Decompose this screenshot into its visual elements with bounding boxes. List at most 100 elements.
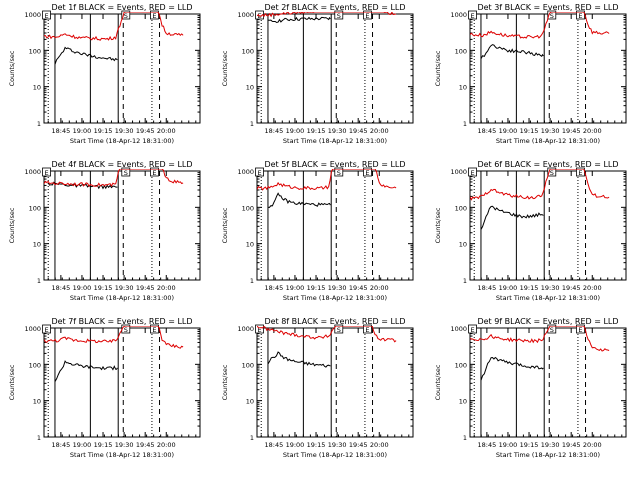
y-tick-label: 1000 (24, 11, 41, 19)
y-tick-label: 100 (455, 361, 467, 369)
x-tick-label: 19:45 (562, 441, 581, 449)
plot-frame (43, 327, 201, 438)
series-line-events (480, 44, 544, 59)
y-axis-label: Counts/sec (8, 50, 16, 86)
series-line-events (267, 192, 331, 209)
chart-panel-4: Det 4f BLACK = Events, RED = LLD 1 10 100 10… (8, 160, 201, 302)
flag-box (547, 167, 557, 177)
x-tick-label: 19:45 (562, 284, 581, 292)
flag-label: S (337, 12, 341, 20)
flag-box (121, 167, 131, 177)
chart-title: Det 7f BLACK = Events, RED = LLD (51, 317, 192, 326)
flag-label: E (470, 169, 474, 177)
y-tick-label: 100 (242, 361, 254, 369)
x-tick-label: 19:15 (307, 127, 326, 135)
flag-label: S (550, 326, 554, 334)
chart-title: Det 9f BLACK = Events, RED = LLD (477, 317, 618, 326)
plot-frame (43, 170, 201, 281)
x-tick-label: 20:00 (157, 441, 176, 449)
y-tick-label: 1000 (24, 325, 41, 333)
flag-label: E (44, 326, 48, 334)
flag-box (468, 10, 477, 20)
flag-label: E (365, 169, 369, 177)
x-tick-label: 18:45 (51, 284, 70, 292)
x-tick-label: 19:30 (541, 284, 560, 292)
x-tick-label: 19:45 (136, 284, 155, 292)
x-axis-label: Start Time (18-Apr-12 18:31:00) (283, 294, 387, 302)
x-tick-label: 18:45 (264, 127, 283, 135)
y-tick-label: 10 (459, 398, 467, 406)
x-axis-label: Start Time (18-Apr-12 18:31:00) (70, 451, 174, 459)
series-line-events (54, 46, 118, 65)
flag-box (468, 167, 477, 177)
flag-box (334, 10, 344, 20)
chart-panel-8: Det 8f BLACK = Events, RED = LLD 1 10 100 10… (221, 317, 414, 459)
y-tick-label: 1000 (450, 11, 467, 19)
y-axis-label: Counts/sec (221, 50, 229, 86)
series-line-lld (44, 12, 184, 41)
flag-label: E (365, 12, 369, 20)
y-tick-label: 1 (463, 434, 467, 442)
flag-box (334, 167, 344, 177)
x-axis-label: Start Time (18-Apr-12 18:31:00) (283, 137, 387, 145)
x-tick-label: 20:00 (583, 127, 602, 135)
x-tick-label: 20:00 (583, 441, 602, 449)
flag-box (150, 324, 159, 334)
x-tick-label: 20:00 (157, 127, 176, 135)
x-tick-label: 19:30 (328, 127, 347, 135)
x-tick-label: 19:15 (94, 127, 113, 135)
series-line-lld (44, 326, 184, 349)
series-line-lld (44, 169, 184, 188)
flag-label: E (578, 169, 582, 177)
flag-label: E (578, 326, 582, 334)
y-axis-label: Counts/sec (8, 207, 16, 243)
plot-frame (469, 170, 627, 281)
flag-label: E (44, 169, 48, 177)
x-tick-label: 19:30 (541, 127, 560, 135)
flag-label: E (152, 326, 156, 334)
x-tick-label: 19:45 (349, 441, 368, 449)
x-tick-label: 20:00 (583, 284, 602, 292)
x-tick-label: 20:00 (370, 441, 389, 449)
chart-panel-6: Det 6f BLACK = Events, RED = LLD 1 10 100 10… (434, 160, 627, 302)
y-tick-label: 1 (463, 277, 467, 285)
chart-title: Det 2f BLACK = Events, RED = LLD (264, 3, 405, 12)
series-line-lld (470, 326, 610, 352)
x-tick-label: 19:15 (520, 284, 539, 292)
plot-frame (43, 13, 201, 124)
flag-box (255, 324, 264, 334)
flag-label: S (124, 12, 128, 20)
chart-panel-9: Det 9f BLACK = Events, RED = LLD 1 10 100 10… (434, 317, 627, 459)
chart-title: Det 8f BLACK = Events, RED = LLD (264, 317, 405, 326)
flag-label: E (44, 12, 48, 20)
y-tick-label: 10 (33, 398, 41, 406)
x-tick-label: 19:00 (286, 127, 305, 135)
x-tick-label: 18:45 (264, 441, 283, 449)
y-tick-label: 1 (250, 434, 254, 442)
flag-label: E (257, 326, 261, 334)
flag-label: E (578, 12, 582, 20)
y-tick-label: 1000 (237, 11, 254, 19)
x-tick-label: 19:15 (307, 284, 326, 292)
x-tick-label: 19:30 (115, 441, 134, 449)
series-line-lld (257, 326, 397, 343)
series-line-events (47, 181, 118, 190)
x-tick-label: 19:45 (562, 127, 581, 135)
x-tick-label: 19:45 (349, 284, 368, 292)
y-tick-label: 1 (250, 120, 254, 128)
flag-label: E (152, 169, 156, 177)
y-tick-label: 100 (455, 204, 467, 212)
x-tick-label: 19:30 (115, 284, 134, 292)
flag-label: E (365, 326, 369, 334)
y-axis-label: Counts/sec (221, 364, 229, 400)
x-tick-label: 19:00 (499, 127, 518, 135)
flag-label: S (124, 326, 128, 334)
x-tick-label: 19:45 (136, 127, 155, 135)
chart-panel-3: Det 3f BLACK = Events, RED = LLD 1 10 100 10… (434, 3, 627, 145)
series-line-lld (257, 12, 397, 18)
flag-label: E (470, 326, 474, 334)
x-tick-label: 18:45 (477, 441, 496, 449)
y-tick-label: 10 (459, 84, 467, 92)
x-axis-label: Start Time (18-Apr-12 18:31:00) (283, 451, 387, 459)
x-tick-label: 19:45 (136, 441, 155, 449)
